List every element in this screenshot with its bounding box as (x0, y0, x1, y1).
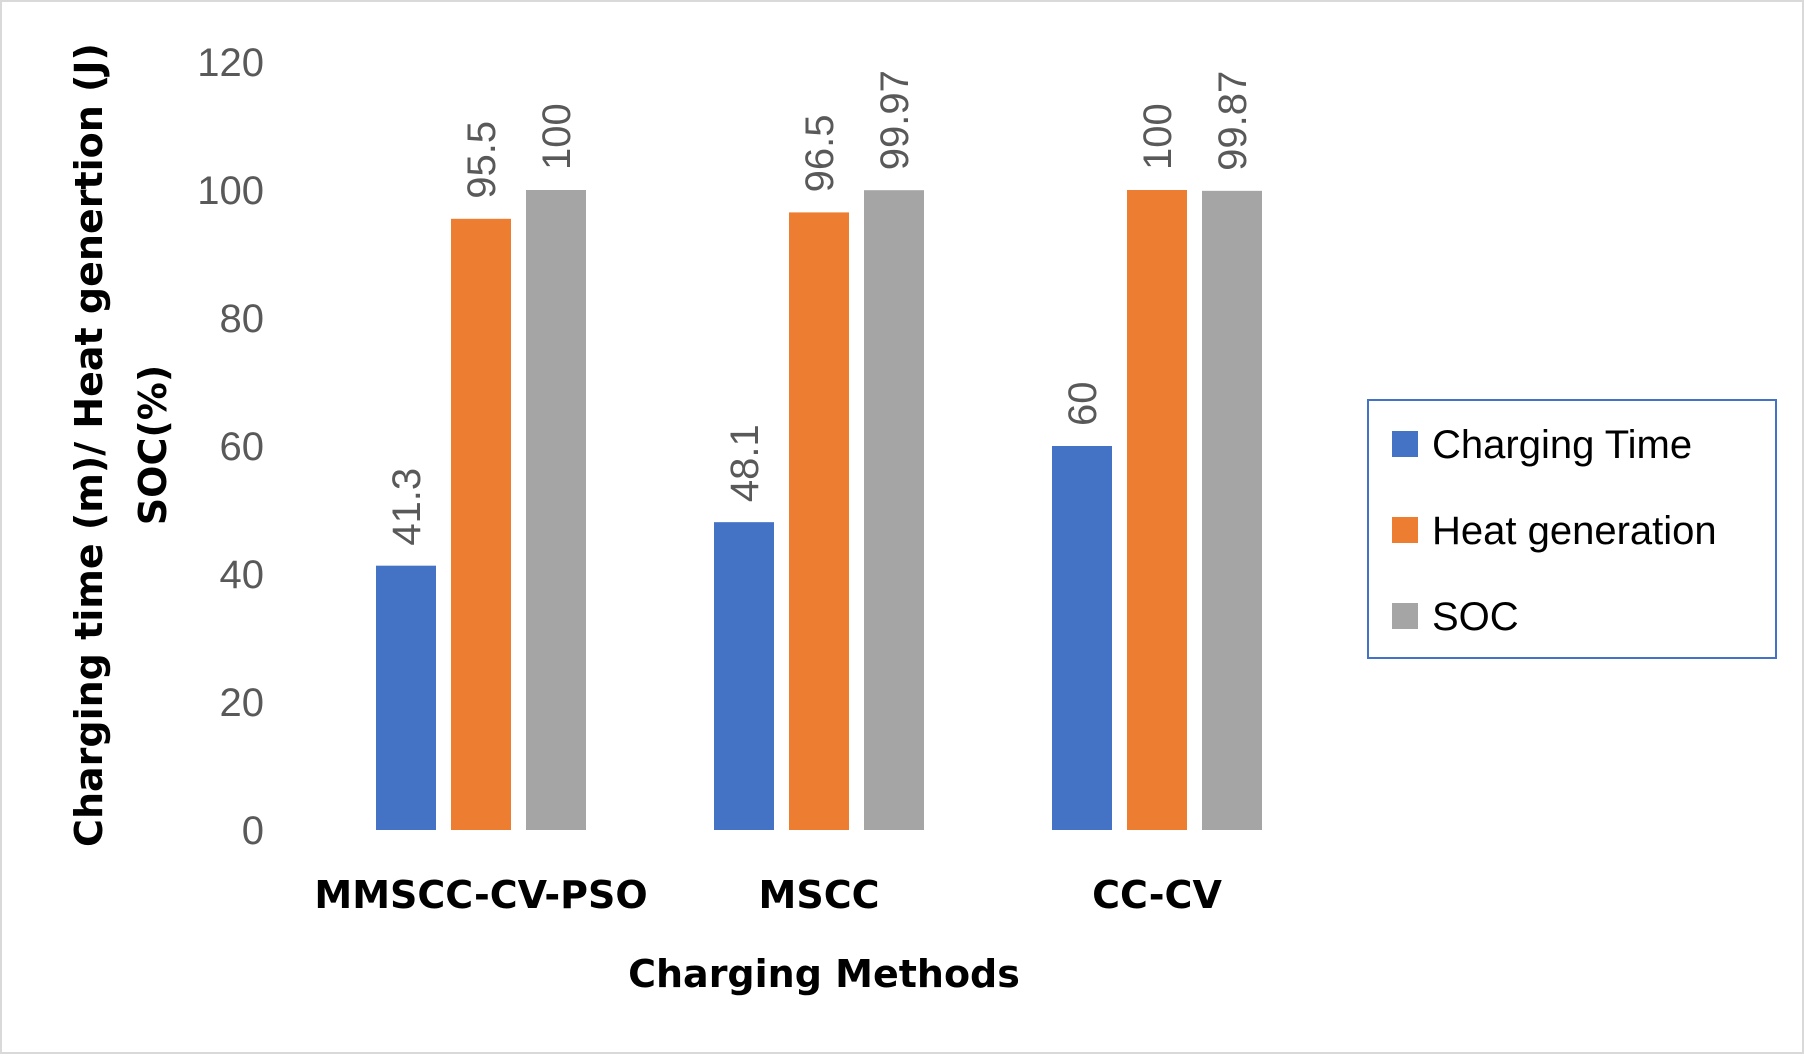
bars (376, 190, 1262, 831)
bar (864, 190, 924, 830)
category-label: MMSCC-CV-PSO (314, 873, 647, 917)
y-tick-label: 40 (220, 553, 265, 597)
legend-swatch (1392, 603, 1418, 629)
legend-swatch (1392, 431, 1418, 457)
legend-label: SOC (1432, 595, 1519, 639)
legend: Charging Time Heat generation SOC (1367, 399, 1777, 659)
y-tick-label: 80 (220, 297, 265, 341)
bar (451, 218, 511, 831)
category-label: MSCC (759, 873, 880, 917)
bar (376, 565, 436, 830)
y-axis-title-line-2: SOC(%) (131, 365, 175, 525)
bar (1127, 190, 1187, 830)
legend-label: Heat generation (1432, 509, 1717, 553)
data-label: 99.87 (1211, 71, 1255, 171)
legend-border (1367, 399, 1777, 659)
y-tick-label: 120 (197, 41, 264, 85)
data-label: 60 (1061, 382, 1105, 427)
category-labels: MMSCC-CV-PSO MSCC CC-CV (314, 873, 1222, 917)
bar (714, 522, 774, 830)
data-label: 100 (1136, 103, 1180, 170)
bar (526, 190, 586, 830)
data-labels: 41.3 95.5 100 48.1 96.5 99.97 60 100 99.87 (385, 70, 1255, 546)
bar (789, 212, 849, 830)
data-label: 96.5 (798, 115, 842, 193)
x-axis-title: Charging Methods (628, 952, 1020, 996)
y-axis-title: Charging time (m)/ Heat genertion (J) SO… (67, 43, 175, 847)
category-label: CC-CV (1092, 873, 1222, 917)
legend-label: Charging Time (1432, 423, 1692, 467)
data-label: 100 (535, 103, 579, 170)
y-tick-label: 100 (197, 169, 264, 213)
data-label: 41.3 (385, 468, 429, 546)
y-axis-title-line-1: Charging time (m)/ Heat genertion (J) (67, 43, 111, 847)
data-label: 99.97 (873, 70, 917, 170)
y-tick-label: 60 (220, 425, 265, 469)
bar (1052, 446, 1112, 830)
legend-swatch (1392, 517, 1418, 543)
data-label: 48.1 (723, 424, 767, 502)
y-tick-label: 0 (242, 809, 264, 853)
data-label: 95.5 (460, 121, 504, 199)
y-tick-label: 20 (220, 681, 265, 725)
y-axis-ticks: 0 20 40 60 80 100 120 (197, 41, 264, 853)
bar (1202, 190, 1262, 830)
